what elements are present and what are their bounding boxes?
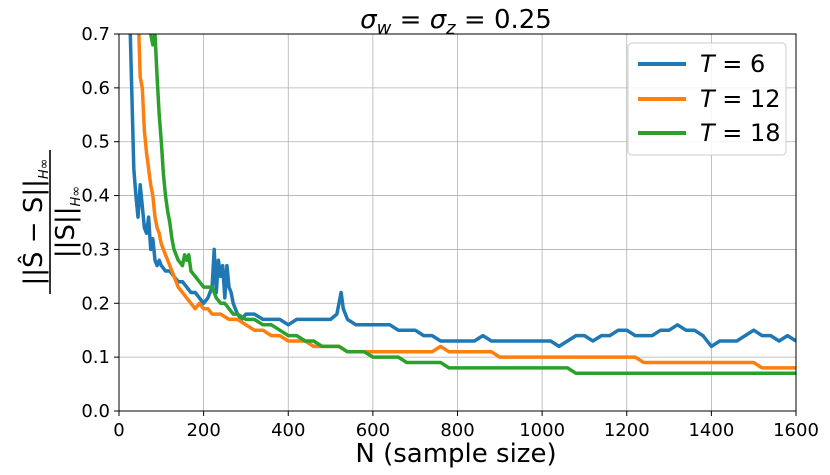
legend-box: [627, 42, 787, 156]
legend-label-t18: T = 18: [700, 119, 781, 147]
y-tick-label: 0.6: [81, 78, 110, 99]
y-label-numerator: ||Ŝ − S||H∞: [17, 159, 52, 286]
title-sub-w: w: [377, 18, 392, 39]
x-tick-label: 1600: [773, 420, 819, 441]
y-label-denominator: ||S||H∞: [51, 186, 84, 258]
legend-var-t12: T: [700, 85, 717, 113]
x-tick-label: 600: [356, 420, 390, 441]
series-layer: [128, 34, 796, 376]
title-rest: = 0.25: [456, 5, 552, 35]
title-sub-z: z: [445, 18, 456, 39]
legend-label-t6: T = 6: [700, 50, 765, 78]
y-tick-label: 0.0: [81, 401, 110, 422]
title-sigma-1: σ: [360, 5, 378, 35]
x-tick-label: 0: [113, 420, 124, 441]
y-tick-label: 0.4: [81, 186, 110, 207]
y-label-num-sub: H∞: [37, 159, 52, 180]
x-tick-label: 200: [186, 420, 220, 441]
legend-value-t6: = 6: [715, 50, 766, 78]
legend-value-t12: = 12: [715, 85, 781, 113]
legend-label-t12: T = 12: [700, 85, 781, 113]
y-tick-label: 0.1: [81, 347, 110, 368]
x-axis-label: N (sample size): [355, 439, 556, 469]
legend-var-t6: T: [700, 50, 717, 78]
y-tick-label: 0.2: [81, 293, 110, 314]
legend-value-t18: = 18: [715, 119, 781, 147]
title-sigma-2: σ: [430, 5, 448, 35]
y-tick-labels: 0.0 0.1 0.2 0.3 0.4 0.5 0.6 0.7: [81, 24, 110, 422]
y-label-den-sub: H∞: [69, 186, 84, 207]
y-tick-label: 0.7: [81, 24, 110, 45]
title-eq-1: =: [391, 5, 429, 35]
legend: T = 6 T = 12 T = 18: [627, 42, 787, 156]
x-tick-label: 400: [271, 420, 305, 441]
x-tick-label: 800: [440, 420, 474, 441]
series-line-t12: [137, 34, 796, 370]
x-tick-label: 1000: [519, 420, 565, 441]
x-tick-label: 1400: [688, 420, 734, 441]
x-tick-label: 1200: [604, 420, 650, 441]
chart-title: σw = σz = 0.25: [360, 5, 552, 39]
y-label-den-text: ||S||: [51, 207, 81, 259]
y-label-num-text: ||Ŝ − S||: [17, 179, 49, 285]
y-tick-label: 0.5: [81, 132, 110, 153]
y-tick-label: 0.3: [81, 239, 110, 260]
axes: [114, 33, 797, 416]
legend-var-t18: T: [700, 119, 717, 147]
x-tick-labels: 0 200 400 600 800 1000 1200 1400 1600: [113, 420, 819, 441]
y-axis-label: ||Ŝ − S||H∞ ||S||H∞: [17, 150, 84, 294]
plot-frame: [118, 33, 797, 412]
series-line-t18: [148, 34, 796, 376]
